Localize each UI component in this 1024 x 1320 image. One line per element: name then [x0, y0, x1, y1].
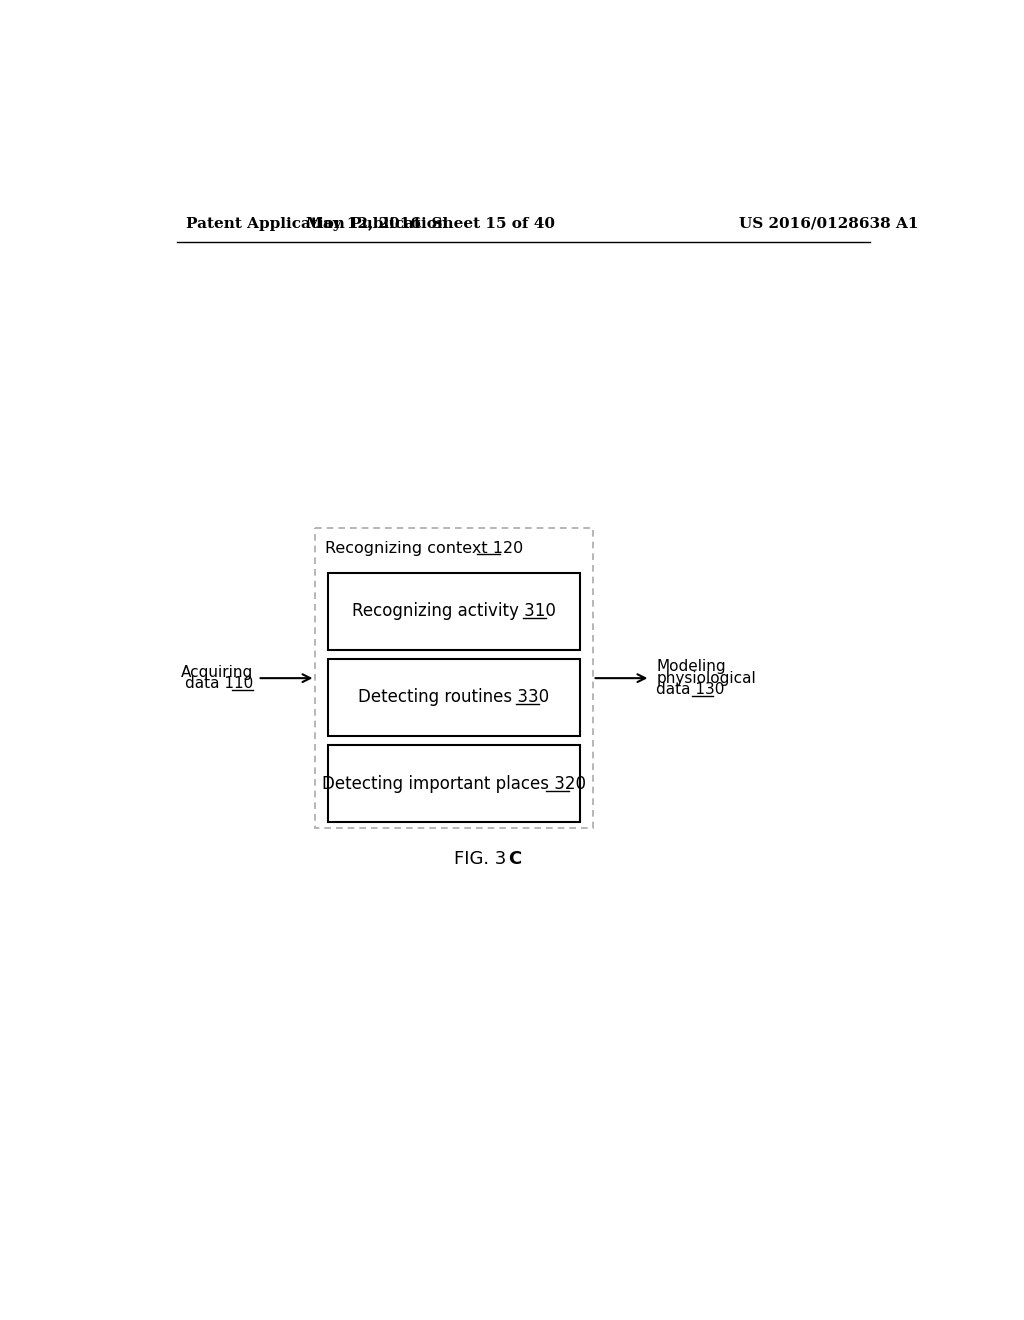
Text: C: C	[508, 850, 521, 869]
Text: Detecting routines 330: Detecting routines 330	[358, 689, 550, 706]
Text: Modeling: Modeling	[656, 659, 726, 675]
Text: Acquiring: Acquiring	[181, 665, 253, 680]
Bar	[328, 659, 581, 737]
Bar	[328, 744, 581, 822]
Text: May 12, 2016  Sheet 15 of 40: May 12, 2016 Sheet 15 of 40	[306, 216, 555, 231]
Text: physiological: physiological	[656, 671, 756, 685]
Text: Patent Application Publication: Patent Application Publication	[186, 216, 449, 231]
Text: US 2016/0128638 A1: US 2016/0128638 A1	[739, 216, 919, 231]
Text: Detecting important places 320: Detecting important places 320	[322, 775, 586, 792]
Text: FIG. 3: FIG. 3	[454, 850, 506, 869]
Text: Recognizing activity 310: Recognizing activity 310	[352, 602, 556, 620]
Bar	[315, 528, 593, 829]
Text: data 130: data 130	[656, 682, 725, 697]
Bar	[328, 573, 581, 649]
Text: Recognizing context 120: Recognizing context 120	[325, 540, 523, 556]
Text: data 110: data 110	[184, 676, 253, 692]
